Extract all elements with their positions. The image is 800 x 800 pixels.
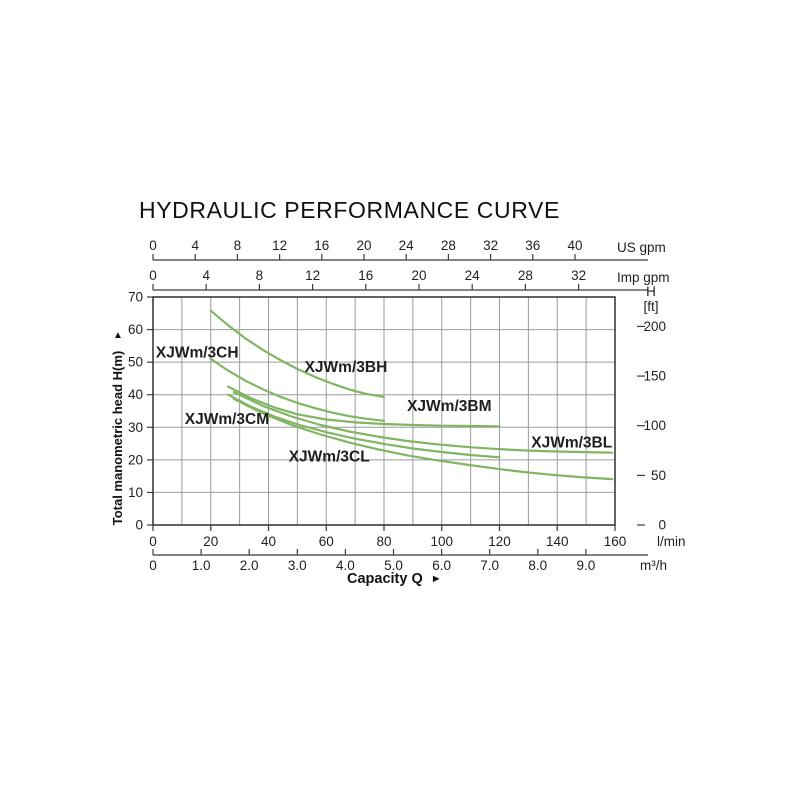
pump-curve-3BL	[232, 391, 614, 454]
x-axis-lmin: 0 20 40 60 80 100 120 140 160 l/min	[149, 525, 686, 549]
tick-label: 16	[314, 238, 329, 253]
tick-label: 60	[128, 322, 143, 337]
tick-label: 70	[128, 290, 143, 305]
tick-label: 0	[658, 518, 666, 533]
tick-label: 8	[234, 238, 242, 253]
tick-label: 200	[643, 319, 666, 334]
tick-label: 28	[518, 268, 533, 283]
y-axis-meters: 0 10 20 30 40 50 60 70	[128, 290, 153, 533]
x-axis-us-gpm: 0 4 8 12 16 20 24 28 32 36 40 US gpm	[149, 238, 666, 261]
pump-curve-3CL	[232, 397, 614, 481]
tick-label: 8.0	[528, 558, 547, 573]
m3h-unit-label: m³/h	[640, 558, 667, 573]
tick-label: 20	[128, 452, 143, 467]
tick-label: 0	[149, 534, 157, 549]
tick-label: 100	[430, 534, 453, 549]
feet-unit-label: [ft]	[643, 299, 658, 314]
tick-label: 3.0	[288, 558, 307, 573]
curve-label-3BH: XJWm/3BH	[305, 359, 388, 376]
curve-label-3CH: XJWm/3CH	[156, 344, 239, 361]
curve-label-3BL: XJWm/3BL	[531, 434, 612, 451]
tick-label: 12	[272, 238, 287, 253]
tick-label: 5.0	[384, 558, 403, 573]
pump-curve-3BM	[227, 385, 501, 428]
tick-label: 7.0	[480, 558, 499, 573]
us-gpm-unit-label: US gpm	[617, 240, 666, 255]
tick-label: 0	[149, 238, 157, 253]
pump-curve-3CM	[227, 393, 501, 459]
tick-label: 1.0	[192, 558, 211, 573]
tick-label: 0	[149, 558, 157, 573]
tick-label: 32	[483, 238, 498, 253]
tick-label: 8	[256, 268, 264, 283]
tick-label: 160	[604, 534, 627, 549]
tick-label: 120	[488, 534, 511, 549]
capacity-label: Capacity Q	[347, 571, 423, 587]
tick-label: 32	[571, 268, 586, 283]
tick-label: 24	[465, 268, 481, 283]
tick-label: 140	[546, 534, 569, 549]
tick-label: 60	[319, 534, 334, 549]
tick-label: 6.0	[432, 558, 451, 573]
tick-label: 40	[128, 387, 143, 402]
tick-label: 20	[356, 238, 371, 253]
curve-label-3CL: XJWm/3CL	[289, 448, 370, 465]
x-axis-title: Capacity Q ►	[347, 571, 442, 587]
tick-label: 20	[411, 268, 426, 283]
curve-label-3BM: XJWm/3BM	[407, 398, 491, 415]
y-axis-title: Total manometric head H(m)	[110, 350, 125, 526]
tick-label: 30	[128, 420, 143, 435]
pump-curve-3BH	[209, 309, 386, 399]
tick-label: 20	[203, 534, 218, 549]
tick-label: 24	[399, 238, 415, 253]
tick-label: 0	[149, 268, 157, 283]
tick-label: 4	[202, 268, 210, 283]
tick-label: 9.0	[577, 558, 596, 573]
tick-label: 28	[441, 238, 456, 253]
imp-gpm-unit-label: Imp gpm	[617, 270, 670, 285]
y-axis-feet: 0 50 100 150 200 H[ft]	[637, 284, 666, 533]
tick-label: 12	[305, 268, 320, 283]
tick-label: 2.0	[240, 558, 259, 573]
x-axis-m3h: 0 1.0 2.0 3.0 4.0 5.0 6.0 7.0 8.0 9.0 m³/h	[149, 549, 667, 573]
tick-label: 10	[128, 485, 143, 500]
x-axis-imp-gpm: 0 4 8 12 16 20 24 28 32 Imp gpm	[149, 268, 670, 291]
tick-label: 16	[358, 268, 373, 283]
up-arrow-icon: ▲	[113, 330, 123, 341]
tick-label: 150	[643, 369, 666, 384]
tick-label: 4.0	[336, 558, 355, 573]
feet-unit-label: H	[646, 284, 656, 299]
right-arrow-icon: ►	[430, 573, 442, 585]
tick-label: 50	[128, 355, 143, 370]
pump-curve-3CH	[209, 357, 386, 422]
pump-curves	[209, 309, 614, 481]
tick-label: 40	[261, 534, 276, 549]
tick-label: 0	[135, 518, 143, 533]
tick-label: 40	[567, 238, 582, 253]
lmin-unit-label: l/min	[657, 534, 686, 549]
tick-label: 50	[651, 468, 666, 483]
tick-label: 80	[376, 534, 391, 549]
tick-label: 100	[643, 418, 666, 433]
curve-label-3CM: XJWm/3CM	[185, 411, 269, 428]
tick-label: 4	[191, 238, 199, 253]
curve-labels: XJWm/3CH XJWm/3BH XJWm/3CM XJWm/3BM XJWm/3CL…	[156, 344, 612, 465]
chart-title: HYDRAULIC PERFORMANCE CURVE	[139, 197, 560, 223]
tick-label: 36	[525, 238, 540, 253]
